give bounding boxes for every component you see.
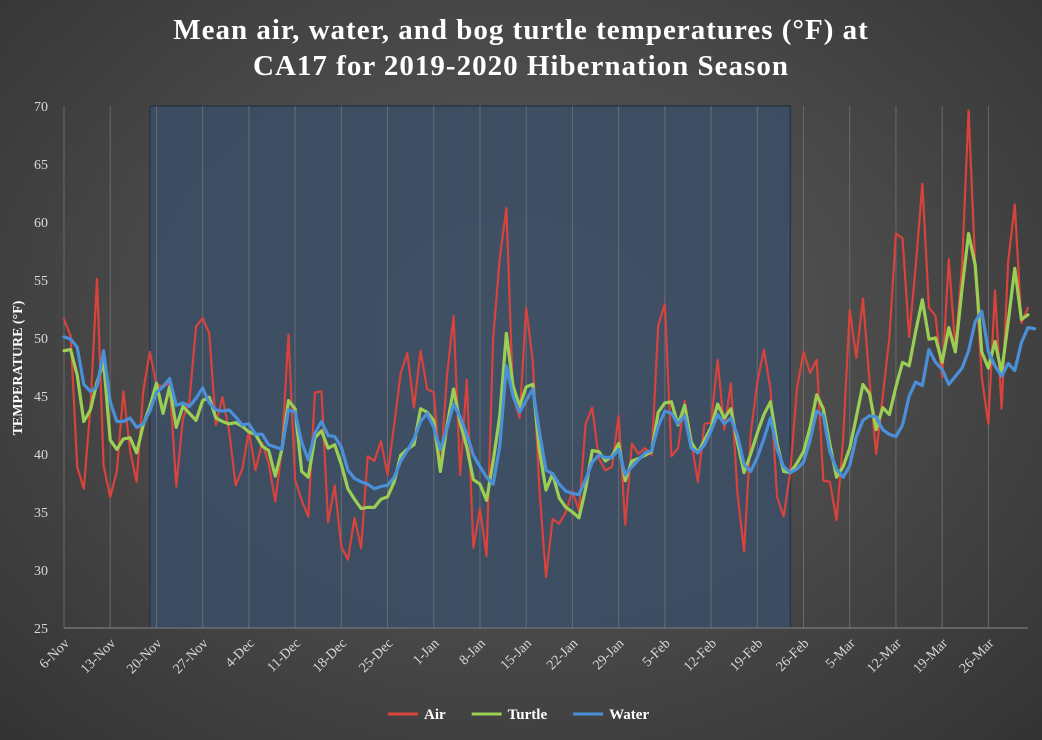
x-tick-label: 6-Nov <box>37 636 73 672</box>
x-tick-label: 8-Jan <box>457 636 489 668</box>
legend-label-water: Water <box>609 707 649 723</box>
y-tick-label: 30 <box>34 564 48 579</box>
x-tick-label: 25-Dec <box>357 636 397 676</box>
x-tick-label: 4-Dec <box>223 636 258 671</box>
y-tick-label: 45 <box>34 390 48 405</box>
x-tick-label: 1-Jan <box>411 636 443 668</box>
hibernation-highlight-region <box>149 105 792 629</box>
chart-title-line-1: Mean air, water, and bog turtle temperat… <box>173 14 869 46</box>
series-line-turtle <box>62 232 1030 520</box>
x-axis-ticks: 6-Nov 13-Nov 20-Nov 27-Nov 4-Dec 11-Dec 18-Dec… <box>37 636 998 677</box>
chart-title: Mean air, water, and bog turtle temperat… <box>0 12 1042 84</box>
y-tick-label: 35 <box>34 506 48 521</box>
series-line-air <box>62 109 1030 579</box>
y-tick-label: 40 <box>34 448 48 463</box>
x-tick-label: 18-Dec <box>310 636 350 676</box>
x-tick-label: 26-Mar <box>957 636 998 677</box>
series-lines <box>62 109 1037 579</box>
x-tick-label: 29-Jan <box>590 636 627 673</box>
y-axis-ticks: 25 30 35 40 45 50 55 60 65 70 <box>34 100 48 637</box>
x-tick-label: 26-Feb <box>774 636 813 675</box>
chart-title-line-2: CA17 for 2019-2020 Hibernation Season <box>253 50 789 82</box>
x-tick-label: 11-Dec <box>265 636 304 675</box>
y-tick-label: 25 <box>34 622 48 637</box>
y-tick-label: 60 <box>34 216 48 231</box>
legend-label-air: Air <box>424 707 446 723</box>
x-tick-label: 12-Feb <box>681 636 720 675</box>
y-axis-label: TEMPERATURE (°F) <box>11 300 26 435</box>
highlight-rect <box>149 105 792 629</box>
gridlines <box>63 106 1028 629</box>
x-tick-label: 22-Jan <box>544 636 581 673</box>
x-tick-label: 5-Feb <box>640 636 674 670</box>
x-tick-label: 15-Jan <box>498 636 535 673</box>
x-tick-label: 19-Feb <box>727 636 766 675</box>
legend-label-turtle: Turtle <box>508 707 548 723</box>
y-tick-label: 55 <box>34 274 48 289</box>
x-tick-label: 27-Nov <box>171 636 212 677</box>
series-line-water <box>62 309 1037 497</box>
x-tick-label: 20-Nov <box>124 636 165 677</box>
y-tick-label: 70 <box>34 100 48 115</box>
legend: Air Turtle Water <box>388 707 649 723</box>
y-tick-label: 50 <box>34 332 48 347</box>
x-tick-label: 12-Mar <box>864 636 905 677</box>
y-tick-label: 65 <box>34 158 48 173</box>
x-tick-label: 19-Mar <box>911 636 952 677</box>
x-tick-label: 5-Mar <box>823 636 859 672</box>
x-tick-label: 13-Nov <box>78 636 119 677</box>
